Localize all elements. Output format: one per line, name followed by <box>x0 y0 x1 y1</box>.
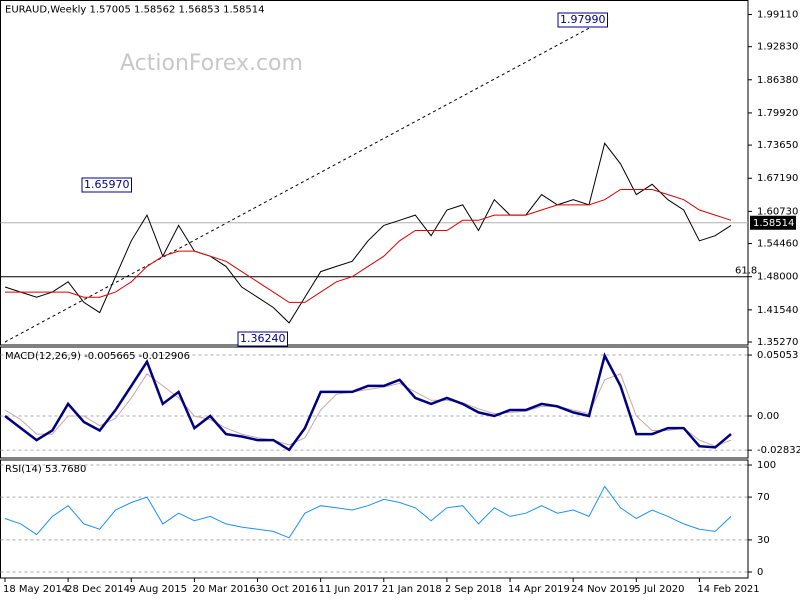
annotation-label: 1.36240 <box>240 332 286 345</box>
x-tick-label: 30 Oct 2016 <box>256 584 318 595</box>
y-tick-label: 1.48000 <box>757 272 798 283</box>
y-tick-label: 1.54460 <box>757 239 798 250</box>
y-tick-label: 100 <box>757 460 776 471</box>
annotation-label: 1.97990 <box>560 13 606 26</box>
x-tick-label: 11 Jun 2017 <box>319 584 379 595</box>
panel-title: RSI(14) 53.7680 <box>5 464 86 475</box>
y-tick-label: 1.35270 <box>757 337 798 348</box>
y-tick-label: 1.92830 <box>757 42 798 53</box>
x-tick-label: 21 Jan 2018 <box>382 584 442 595</box>
x-tick-label: 5 Jul 2020 <box>634 584 684 595</box>
x-tick-label: 2 Sep 2018 <box>445 584 502 595</box>
series-line <box>4 373 732 447</box>
y-tick-label: 0.00 <box>757 411 779 422</box>
series-line <box>4 142 732 324</box>
x-tick-label: 14 Apr 2019 <box>508 584 570 595</box>
y-tick-label: 1.60730 <box>757 206 798 217</box>
level-label: 61.8 <box>735 266 757 277</box>
trendline <box>4 17 609 343</box>
series-line <box>4 352 732 452</box>
x-tick-label: 14 Feb 2021 <box>697 584 759 595</box>
annotation-label: 1.65970 <box>84 178 130 191</box>
y-tick-label: 0.05053 <box>757 350 798 361</box>
panel-frame <box>0 459 749 579</box>
x-tick-label: 18 May 2014 <box>3 584 68 595</box>
y-tick-label: 30 <box>757 535 770 546</box>
y-tick-label: 1.67190 <box>757 173 798 184</box>
last-price-box <box>750 215 796 230</box>
x-tick-label: 28 Dec 2014 <box>66 584 130 595</box>
watermark: ActionForex.com <box>120 51 303 76</box>
y-tick-label: 1.79920 <box>757 108 798 119</box>
panel-title: MACD(12,26,9) -0.005665 -0.012906 <box>5 351 190 362</box>
last-price-label: 1.58514 <box>753 218 794 229</box>
y-tick-label: 1.99110 <box>757 9 798 20</box>
panel-title: EURAUD,Weekly 1.57005 1.58562 1.56853 1.… <box>5 5 264 16</box>
y-tick-label: 1.73650 <box>757 140 798 151</box>
y-tick-label: 1.41540 <box>757 305 798 316</box>
x-tick-label: 20 Mar 2016 <box>192 584 255 595</box>
annotation-box <box>557 12 608 28</box>
annotation-box <box>81 177 132 193</box>
panel-frame <box>0 346 749 459</box>
y-tick-label: 70 <box>757 492 770 503</box>
series-line <box>5 189 732 303</box>
panel-frame <box>0 0 749 346</box>
series-line <box>4 485 732 539</box>
y-tick-label: 0 <box>757 567 763 578</box>
x-tick-label: 24 Nov 2019 <box>571 584 635 595</box>
y-tick-label: 1.86380 <box>757 75 798 86</box>
x-tick-label: 9 Aug 2015 <box>129 584 187 595</box>
annotation-box <box>237 331 288 347</box>
y-tick-label: -0.028323 <box>757 445 800 456</box>
